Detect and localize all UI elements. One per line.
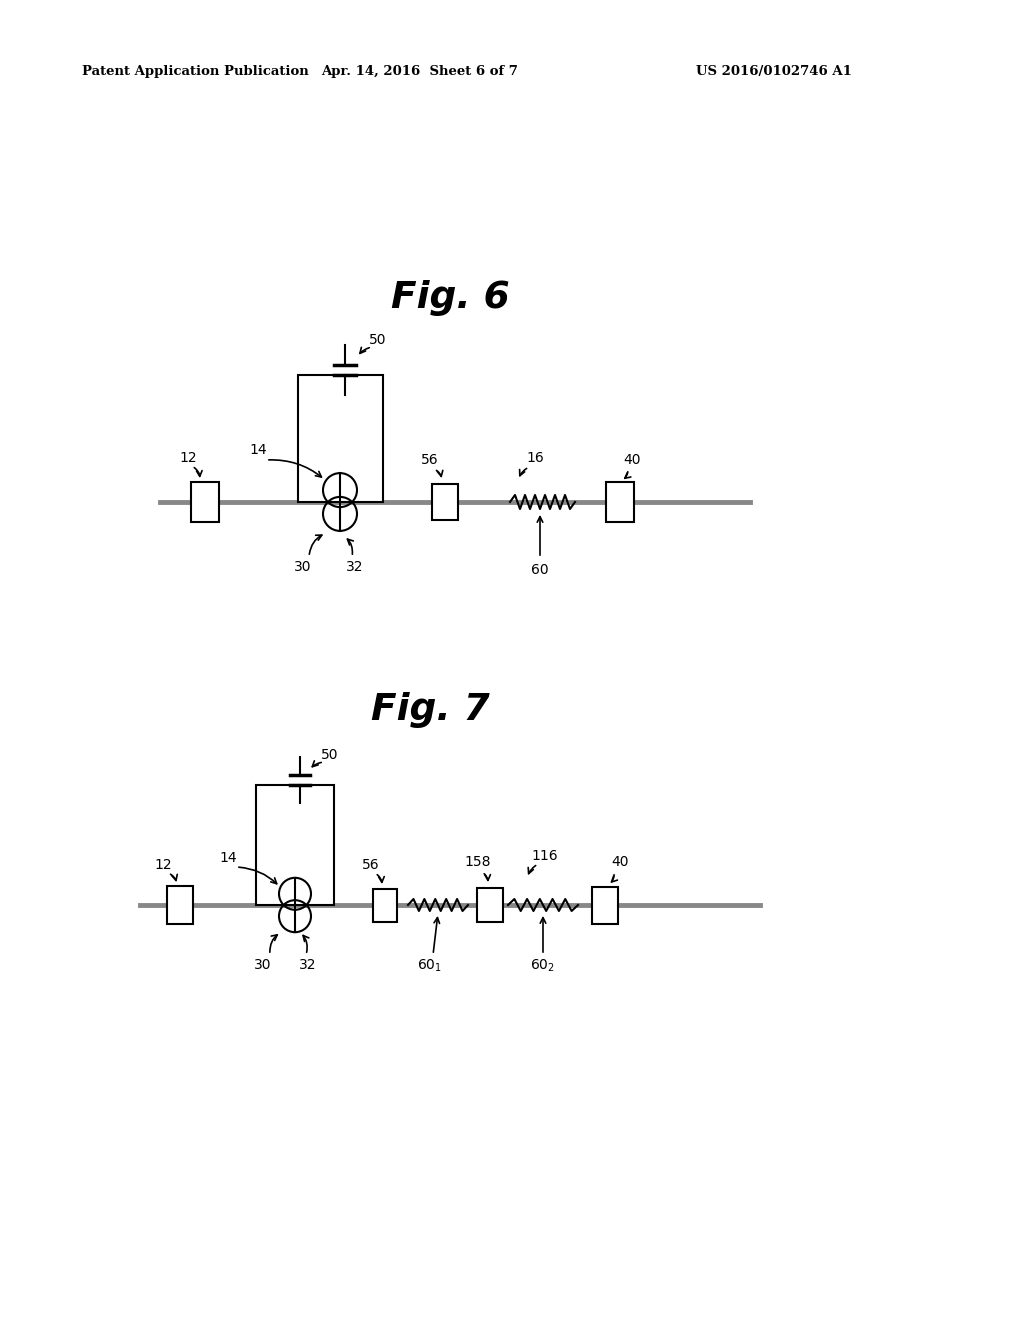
Text: 14: 14 [219,851,237,865]
Text: 12: 12 [179,451,197,465]
Text: 56: 56 [362,858,380,873]
Bar [298,375,383,502]
Text: 50: 50 [370,333,387,347]
Text: 158: 158 [465,855,492,869]
Text: 32: 32 [346,560,364,574]
Text: 30: 30 [294,560,311,574]
Text: 56: 56 [421,453,439,467]
Text: Apr. 14, 2016  Sheet 6 of 7: Apr. 14, 2016 Sheet 6 of 7 [322,66,518,78]
Text: 12: 12 [155,858,172,873]
Text: 16: 16 [526,451,544,465]
Text: 116: 116 [531,849,558,863]
Bar [592,887,618,924]
Text: 60$_2$: 60$_2$ [530,958,555,974]
Bar [373,888,397,921]
Bar [256,785,334,906]
Text: Patent Application Publication: Patent Application Publication [82,66,309,78]
Text: 14: 14 [249,444,267,457]
Text: US 2016/0102746 A1: US 2016/0102746 A1 [696,66,852,78]
Text: Fig. 7: Fig. 7 [371,692,489,729]
Text: 40: 40 [624,453,641,467]
Bar [432,484,458,520]
Bar [191,482,219,521]
Text: 60: 60 [531,564,549,577]
Bar [167,886,193,924]
Text: 32: 32 [299,958,316,972]
Bar [606,482,634,521]
Text: 40: 40 [611,855,629,869]
Text: 60$_1$: 60$_1$ [418,958,442,974]
Text: Fig. 6: Fig. 6 [390,280,509,315]
Text: 50: 50 [322,748,339,762]
Text: 30: 30 [254,958,271,972]
Bar [477,888,503,921]
